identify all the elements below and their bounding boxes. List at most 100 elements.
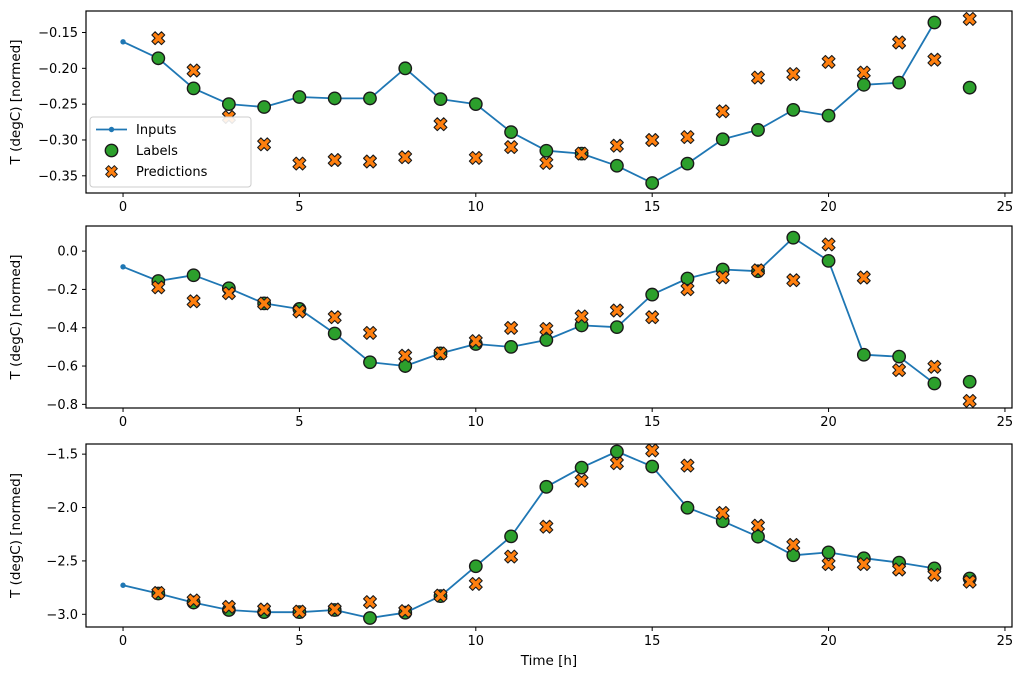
- labels-point: [680, 500, 695, 515]
- predictions-point: [786, 273, 801, 288]
- predictions-point: [327, 310, 342, 325]
- labels-point: [715, 132, 730, 147]
- predictions-point: [892, 562, 907, 577]
- predictions-point: [292, 604, 307, 619]
- axes-spines: [85, 443, 1013, 628]
- predictions-point: [398, 150, 413, 165]
- y-tick-label: −0.25: [38, 98, 78, 113]
- predictions-point: [151, 280, 166, 295]
- plot-background: [86, 226, 1012, 408]
- predictions-point: [609, 138, 624, 153]
- y-tick-label: −3.0: [46, 608, 78, 623]
- predictions-point: [468, 576, 483, 591]
- predictions-point: [221, 599, 236, 614]
- predictions-point: [186, 63, 201, 78]
- predictions-point: [715, 505, 730, 520]
- labels-point: [962, 374, 977, 389]
- y-axis-label: T (degC) [normed]: [8, 473, 24, 599]
- y-tick-label: −0.20: [38, 62, 78, 77]
- predictions-point: [504, 140, 519, 155]
- x-tick-label: 0: [119, 200, 127, 215]
- predictions-point: [186, 593, 201, 608]
- legend-item-label: Predictions: [136, 165, 208, 180]
- labels-point: [680, 156, 695, 171]
- x-tick-label: 10: [468, 200, 485, 215]
- x-tick-label: 5: [295, 200, 303, 215]
- predictions-point: [962, 393, 977, 408]
- labels-point: [892, 349, 907, 364]
- labels-point: [398, 359, 413, 373]
- predictions-point: [892, 363, 907, 378]
- axes-spines: [85, 225, 1013, 409]
- predictions-point: [292, 304, 307, 319]
- x-tick-label: 20: [820, 415, 837, 430]
- predictions-point: [856, 270, 871, 285]
- predictions-point: [574, 309, 589, 324]
- predictions-point: [821, 237, 836, 252]
- y-tick-label: −0.2: [46, 283, 78, 298]
- labels-point: [892, 75, 907, 90]
- subplot-1: 0 5 10 15 20 25 −0.15 −0.20 −0.25 −0.30 −0.35 T (de…: [8, 10, 1013, 215]
- predictions-point: [751, 70, 765, 85]
- predictions-point: [292, 156, 307, 171]
- predictions-point: [539, 321, 554, 336]
- predictions-point: [363, 154, 377, 169]
- predictions-point: [221, 286, 236, 301]
- predictions-point: [186, 294, 201, 309]
- predictions-point: [363, 595, 377, 610]
- labels-point: [680, 271, 695, 286]
- x-tick-label: 5: [295, 415, 303, 430]
- labels-point: [645, 176, 660, 190]
- labels-point: [539, 479, 554, 494]
- predictions-point: [433, 588, 448, 603]
- labels-point: [645, 459, 660, 474]
- y-tick-label: −0.15: [38, 26, 78, 41]
- labels-point: [327, 326, 342, 341]
- axes-spines: [85, 10, 1013, 194]
- y-tick-label: −2.0: [46, 501, 78, 516]
- labels-point: [327, 91, 342, 106]
- labels-point: [292, 90, 307, 104]
- predictions-point: [786, 67, 801, 82]
- predictions-point: [151, 585, 166, 600]
- predictions-point: [257, 602, 272, 617]
- labels-point: [151, 51, 166, 66]
- labels-point: [610, 320, 624, 335]
- predictions-point: [680, 458, 695, 473]
- predictions-point: [151, 31, 166, 46]
- labels-point: [504, 339, 518, 354]
- inputs-point: [120, 39, 126, 45]
- labels-point: [363, 611, 377, 625]
- labels-point: [539, 143, 554, 158]
- predictions-point: [927, 359, 942, 374]
- y-tick-label: −0.35: [38, 169, 78, 184]
- predictions-point: [751, 518, 765, 533]
- predictions-point: [327, 602, 342, 617]
- labels-point: [821, 545, 836, 560]
- predictions-point: [715, 270, 730, 285]
- labels-point: [574, 460, 589, 475]
- plot-background: [86, 444, 1012, 627]
- predictions-point: [433, 346, 448, 361]
- labels-point: [539, 333, 554, 347]
- subplot-2: 0 5 10 15 20 25 0.0 −0.2 −0.4 −0.6 −0.8 T (degC) [n…: [8, 225, 1013, 430]
- labels-point: [504, 529, 518, 544]
- predictions-point: [821, 54, 836, 69]
- predictions-point: [962, 574, 977, 589]
- x-tick-label: 10: [468, 634, 485, 649]
- labels-point: [468, 559, 483, 574]
- predictions-point: [539, 155, 554, 170]
- labels-point: [433, 92, 448, 107]
- y-tick-label: −0.4: [46, 321, 78, 336]
- x-tick-label: 20: [820, 200, 837, 215]
- x-tick-label: 10: [468, 415, 485, 430]
- x-tick-label: 5: [295, 634, 303, 649]
- labels-point: [751, 529, 765, 544]
- labels-point: [821, 108, 836, 123]
- y-axis-label: T (degC) [normed]: [8, 40, 24, 166]
- labels-point: [398, 61, 413, 76]
- y-tick-label: −0.30: [38, 133, 78, 148]
- y-tick-label: −0.6: [46, 360, 78, 375]
